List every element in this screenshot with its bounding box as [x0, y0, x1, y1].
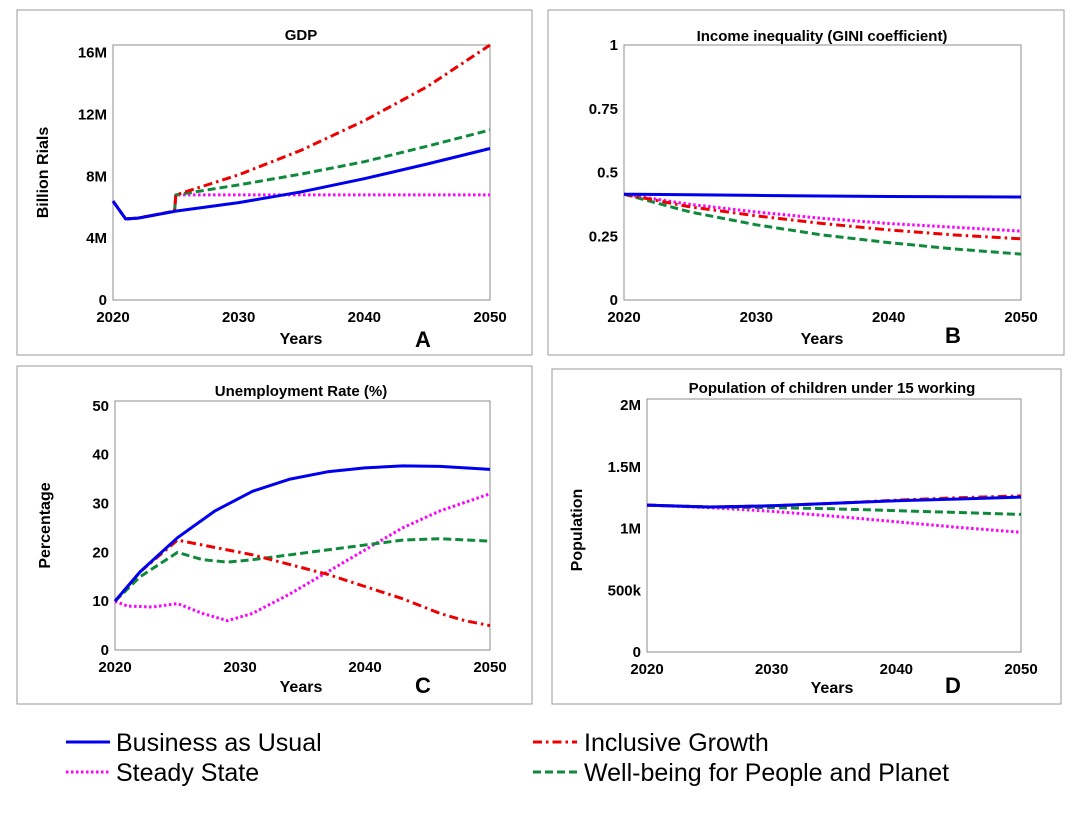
series-line-business-as-usual	[623, 192, 1022, 199]
x-tick-labels: 2020 2030 2040 2050	[96, 309, 506, 326]
y-tick-label: 40	[92, 447, 109, 464]
y-axis-label: Population	[569, 489, 586, 572]
y-tick-label: 500k	[608, 582, 642, 599]
x-tick-label: 2030	[755, 661, 788, 678]
chart-title: Population of children under 15 working	[689, 380, 976, 397]
y-tick-label: 2M	[620, 397, 641, 414]
x-tick-labels: 2020 2030 2040 2050	[630, 661, 1037, 678]
x-tick-label: 2030	[740, 309, 773, 326]
y-tick-labels: 0 10 20 30 40 50	[92, 398, 109, 659]
x-tick-label: 2050	[1004, 309, 1037, 326]
y-tick-label: 8M	[86, 168, 107, 185]
y-tick-label: 0.75	[589, 101, 618, 118]
x-tick-labels: 2020 2030 2040 2050	[98, 659, 506, 676]
panel-frame	[547, 9, 1065, 356]
plot-area	[646, 398, 1022, 653]
legend-item-steady-state: Steady State	[66, 759, 259, 787]
y-tick-label: 4M	[86, 230, 107, 247]
legend-item-inclusive-growth: Inclusive Growth	[533, 729, 769, 757]
panel-gdp: GDP Billion Rials Years A 0 4M 8M 12M 16…	[16, 9, 533, 356]
y-tick-label: 0	[633, 644, 641, 661]
panel-frame	[551, 368, 1062, 705]
series-line-steady-state	[111, 193, 490, 221]
y-axis-label: Billion Rials	[35, 127, 52, 219]
panel-frame	[16, 365, 533, 705]
chart-title: Unemployment Rate (%)	[215, 383, 388, 400]
y-tick-labels: 0 0.25 0.5 0.75 1	[589, 37, 618, 309]
y-tick-labels: 0 4M 8M 12M 16M	[78, 45, 107, 309]
panel-child-labour: Population of children under 15 working …	[551, 368, 1062, 705]
x-tick-label: 2040	[348, 659, 381, 676]
panel-letter: A	[415, 327, 431, 352]
series-line-well-being-for-people-and-planet	[111, 128, 491, 221]
x-tick-label: 2050	[1004, 661, 1037, 678]
panel-letter: B	[945, 323, 961, 348]
legend-label: Inclusive Growth	[584, 729, 769, 757]
y-tick-label: 1.5M	[608, 459, 641, 476]
legend-item-business-as-usual: Business as Usual	[66, 729, 322, 757]
x-tick-label: 2030	[223, 659, 256, 676]
series-lines	[623, 192, 1022, 256]
series-lines	[646, 494, 1022, 534]
panel-letter: C	[415, 673, 431, 698]
panel-income-inequality: Income inequality (GINI coefficient) Yea…	[547, 9, 1065, 356]
chart-title: Income inequality (GINI coefficient)	[697, 28, 948, 45]
panel-letter: D	[945, 673, 961, 698]
series-line-business-as-usual	[646, 495, 1022, 509]
x-axis-label: Years	[811, 680, 854, 697]
x-tick-label: 2040	[880, 661, 913, 678]
series-line-business-as-usual	[113, 464, 491, 603]
y-tick-label: 0	[610, 292, 618, 309]
y-tick-label: 0	[99, 292, 107, 309]
legend-label: Business as Usual	[116, 729, 322, 757]
y-tick-label: 16M	[78, 45, 107, 62]
chart-title: GDP	[285, 27, 318, 44]
x-axis-label: Years	[801, 331, 844, 348]
legend-label: Steady State	[116, 759, 259, 787]
legend: Business as Usual Inclusive Growth Stead…	[66, 729, 949, 787]
x-tick-label: 2020	[630, 661, 663, 678]
series-line-well-being-for-people-and-planet	[113, 537, 491, 603]
y-tick-label: 10	[92, 593, 109, 610]
series-lines	[111, 43, 491, 221]
y-tick-labels: 0 500k 1M 1.5M 2M	[608, 397, 642, 661]
x-axis-label: Years	[280, 679, 323, 696]
plot-area	[114, 400, 491, 651]
series-line-steady-state	[623, 192, 1022, 233]
plot-area	[112, 44, 491, 301]
x-tick-label: 2050	[473, 309, 506, 326]
y-tick-label: 0	[101, 642, 109, 659]
y-tick-label: 20	[92, 544, 109, 561]
x-tick-label: 2020	[96, 309, 129, 326]
x-tick-label: 2020	[98, 659, 131, 676]
x-tick-labels: 2020 2030 2040 2050	[607, 309, 1037, 326]
plot-area	[623, 44, 1022, 301]
x-tick-label: 2020	[607, 309, 640, 326]
y-tick-label: 30	[92, 496, 109, 513]
x-tick-label: 2040	[872, 309, 905, 326]
series-lines	[113, 464, 491, 628]
legend-label: Well-being for People and Planet	[584, 759, 949, 787]
y-tick-label: 1	[610, 37, 618, 54]
panel-frame	[16, 9, 533, 356]
x-tick-label: 2050	[473, 659, 506, 676]
y-axis-label: Percentage	[37, 482, 54, 568]
y-tick-label: 0.25	[589, 228, 618, 245]
series-line-steady-state	[114, 492, 491, 623]
y-tick-label: 50	[92, 398, 109, 415]
x-tick-label: 2030	[222, 309, 255, 326]
x-tick-label: 2040	[348, 309, 381, 326]
x-axis-label: Years	[280, 331, 323, 348]
y-tick-label: 0.5	[597, 165, 618, 182]
legend-item-well-being: Well-being for People and Planet	[533, 759, 949, 787]
series-line-inclusive-growth	[623, 192, 1022, 241]
y-tick-label: 1M	[620, 521, 641, 538]
y-tick-label: 12M	[78, 107, 107, 124]
series-line-business-as-usual	[111, 147, 491, 221]
panel-unemployment-rate: Unemployment Rate (%) Percentage Years C…	[16, 365, 533, 705]
